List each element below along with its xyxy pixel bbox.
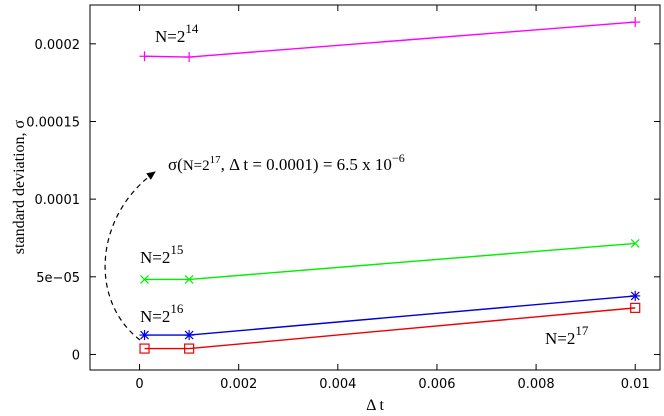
series-label: N=216 bbox=[140, 301, 184, 326]
y-tick-label: 0.00015 bbox=[26, 115, 80, 130]
annotation-n-exp: 17 bbox=[210, 154, 222, 166]
series-label: N=215 bbox=[140, 242, 183, 267]
x-tick-label: 0.004 bbox=[319, 377, 356, 392]
data-point bbox=[139, 51, 150, 62]
data-point bbox=[630, 17, 641, 28]
data-point bbox=[630, 238, 640, 248]
x-axis-title: Δ t bbox=[366, 397, 384, 414]
annotation-mid: , Δ t = 0.0001) = 6.5 x 10 bbox=[221, 155, 392, 174]
series-label: N=217 bbox=[545, 323, 589, 348]
annotation-n-base: N=2 bbox=[183, 158, 210, 174]
series-16 bbox=[139, 290, 641, 341]
plot-frame bbox=[89, 4, 661, 371]
series-15 bbox=[140, 238, 640, 284]
data-point bbox=[184, 343, 195, 354]
data-point bbox=[139, 330, 150, 341]
x-tick-label: 0.008 bbox=[517, 377, 554, 392]
y-axis-title: standard deviation, σ bbox=[11, 119, 28, 254]
series-line bbox=[144, 242, 636, 281]
x-tick-label: 0 bbox=[135, 377, 143, 392]
series-line bbox=[144, 21, 636, 58]
data-point bbox=[140, 275, 149, 284]
y-tick-label: 5e−05 bbox=[36, 271, 80, 286]
series-label: N=214 bbox=[155, 21, 199, 46]
series-layer bbox=[139, 17, 641, 354]
y-tick-label: 0.0001 bbox=[35, 193, 81, 208]
series-17 bbox=[139, 302, 641, 354]
x-axis: 0 0.002 0.004 0.006 0.008 0.01 bbox=[135, 5, 650, 392]
series-labels: N=214 N=215 N=216 N=217 bbox=[140, 21, 589, 348]
data-point bbox=[184, 52, 195, 63]
y-axis: 0 5e−05 0.0001 0.00015 0.0002 bbox=[26, 38, 660, 363]
series-14 bbox=[139, 17, 641, 63]
annotation-text: σ(N=217, Δ t = 0.0001) = 6.5 x 10−6 bbox=[168, 151, 405, 174]
y-tick-label: 0 bbox=[72, 348, 80, 363]
x-tick-label: 0.002 bbox=[220, 377, 257, 392]
annotation-exp: −6 bbox=[392, 151, 405, 165]
y-tick-label: 0.0002 bbox=[35, 38, 81, 53]
data-point bbox=[630, 290, 641, 301]
x-tick-label: 0.006 bbox=[418, 377, 455, 392]
x-tick-label: 0.01 bbox=[621, 377, 650, 392]
data-point bbox=[139, 343, 150, 354]
annotation-prefix: σ( bbox=[168, 155, 183, 174]
annotation-arrow bbox=[104, 171, 156, 341]
data-point bbox=[630, 302, 641, 313]
series-line bbox=[144, 307, 636, 350]
data-point bbox=[184, 330, 195, 341]
data-point bbox=[184, 275, 194, 284]
